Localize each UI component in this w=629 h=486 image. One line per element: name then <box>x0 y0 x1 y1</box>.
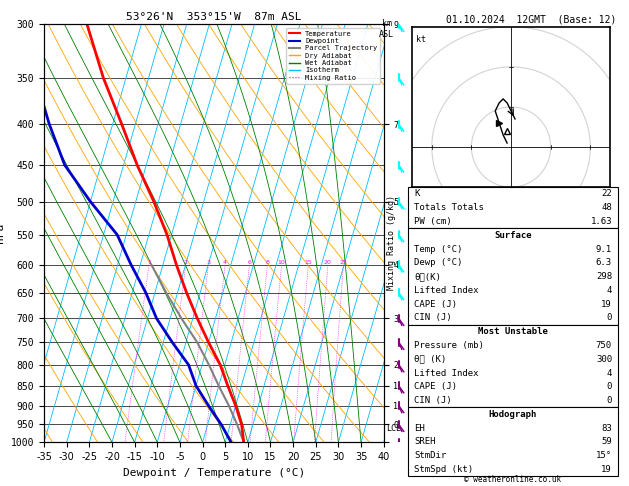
Text: 9.1: 9.1 <box>596 244 612 254</box>
Text: 300: 300 <box>596 355 612 364</box>
Text: CIN (J): CIN (J) <box>414 313 452 322</box>
Text: 01.10.2024  12GMT  (Base: 12): 01.10.2024 12GMT (Base: 12) <box>447 15 616 25</box>
Text: Lifted Index: Lifted Index <box>414 286 479 295</box>
Text: LCL: LCL <box>386 424 401 433</box>
Legend: Temperature, Dewpoint, Parcel Trajectory, Dry Adiabat, Wet Adiabat, Isotherm, Mi: Temperature, Dewpoint, Parcel Trajectory… <box>286 28 380 84</box>
Text: θᴄ (K): θᴄ (K) <box>414 355 446 364</box>
Text: SREH: SREH <box>414 437 435 446</box>
Text: © weatheronline.co.uk: © weatheronline.co.uk <box>464 474 561 484</box>
Text: 22: 22 <box>601 190 612 198</box>
Text: 6.3: 6.3 <box>596 259 612 267</box>
Text: 0: 0 <box>606 313 612 322</box>
Text: 1: 1 <box>147 260 151 265</box>
Text: Pressure (mb): Pressure (mb) <box>414 341 484 350</box>
Text: K: K <box>414 190 420 198</box>
Text: Mixing Ratio (g/kg): Mixing Ratio (g/kg) <box>387 195 396 291</box>
Text: kt: kt <box>416 35 426 44</box>
Text: 1.63: 1.63 <box>591 217 612 226</box>
Bar <box>408 187 618 228</box>
Text: 298: 298 <box>596 272 612 281</box>
Text: 59: 59 <box>601 437 612 446</box>
Text: 3: 3 <box>206 260 210 265</box>
Text: θᴄ(K): θᴄ(K) <box>414 272 441 281</box>
Text: 20: 20 <box>324 260 332 265</box>
Text: StmDir: StmDir <box>414 451 446 460</box>
Text: 2: 2 <box>184 260 187 265</box>
Bar <box>408 228 618 325</box>
Text: 0: 0 <box>606 382 612 391</box>
Text: km
ASL: km ASL <box>379 19 394 39</box>
Text: 10: 10 <box>278 260 286 265</box>
Text: 48: 48 <box>601 203 612 212</box>
Text: Surface: Surface <box>494 231 532 240</box>
Text: PW (cm): PW (cm) <box>414 217 452 226</box>
Text: 4: 4 <box>606 286 612 295</box>
Text: CIN (J): CIN (J) <box>414 396 452 405</box>
Text: 4: 4 <box>606 368 612 378</box>
Bar <box>408 325 618 407</box>
Text: 6: 6 <box>247 260 252 265</box>
Text: 750: 750 <box>596 341 612 350</box>
Text: 19: 19 <box>601 300 612 309</box>
Y-axis label: hPa: hPa <box>0 223 5 243</box>
Text: 8: 8 <box>265 260 269 265</box>
Text: Lifted Index: Lifted Index <box>414 368 479 378</box>
Text: 19: 19 <box>601 465 612 474</box>
Text: Hodograph: Hodograph <box>489 410 537 419</box>
Text: Dewp (°C): Dewp (°C) <box>414 259 462 267</box>
Text: 0: 0 <box>606 396 612 405</box>
Text: 15°: 15° <box>596 451 612 460</box>
Text: 83: 83 <box>601 424 612 433</box>
Text: Temp (°C): Temp (°C) <box>414 244 462 254</box>
Text: CAPE (J): CAPE (J) <box>414 300 457 309</box>
Text: EH: EH <box>414 424 425 433</box>
Title: 53°26'N  353°15'W  87m ASL: 53°26'N 353°15'W 87m ASL <box>126 12 302 22</box>
Text: Totals Totals: Totals Totals <box>414 203 484 212</box>
Text: StmSpd (kt): StmSpd (kt) <box>414 465 473 474</box>
Text: 15: 15 <box>304 260 312 265</box>
X-axis label: Dewpoint / Temperature (°C): Dewpoint / Temperature (°C) <box>123 468 305 478</box>
Bar <box>408 407 618 476</box>
Text: 4: 4 <box>223 260 227 265</box>
Text: Most Unstable: Most Unstable <box>478 327 548 336</box>
Text: CAPE (J): CAPE (J) <box>414 382 457 391</box>
Text: 25: 25 <box>340 260 347 265</box>
